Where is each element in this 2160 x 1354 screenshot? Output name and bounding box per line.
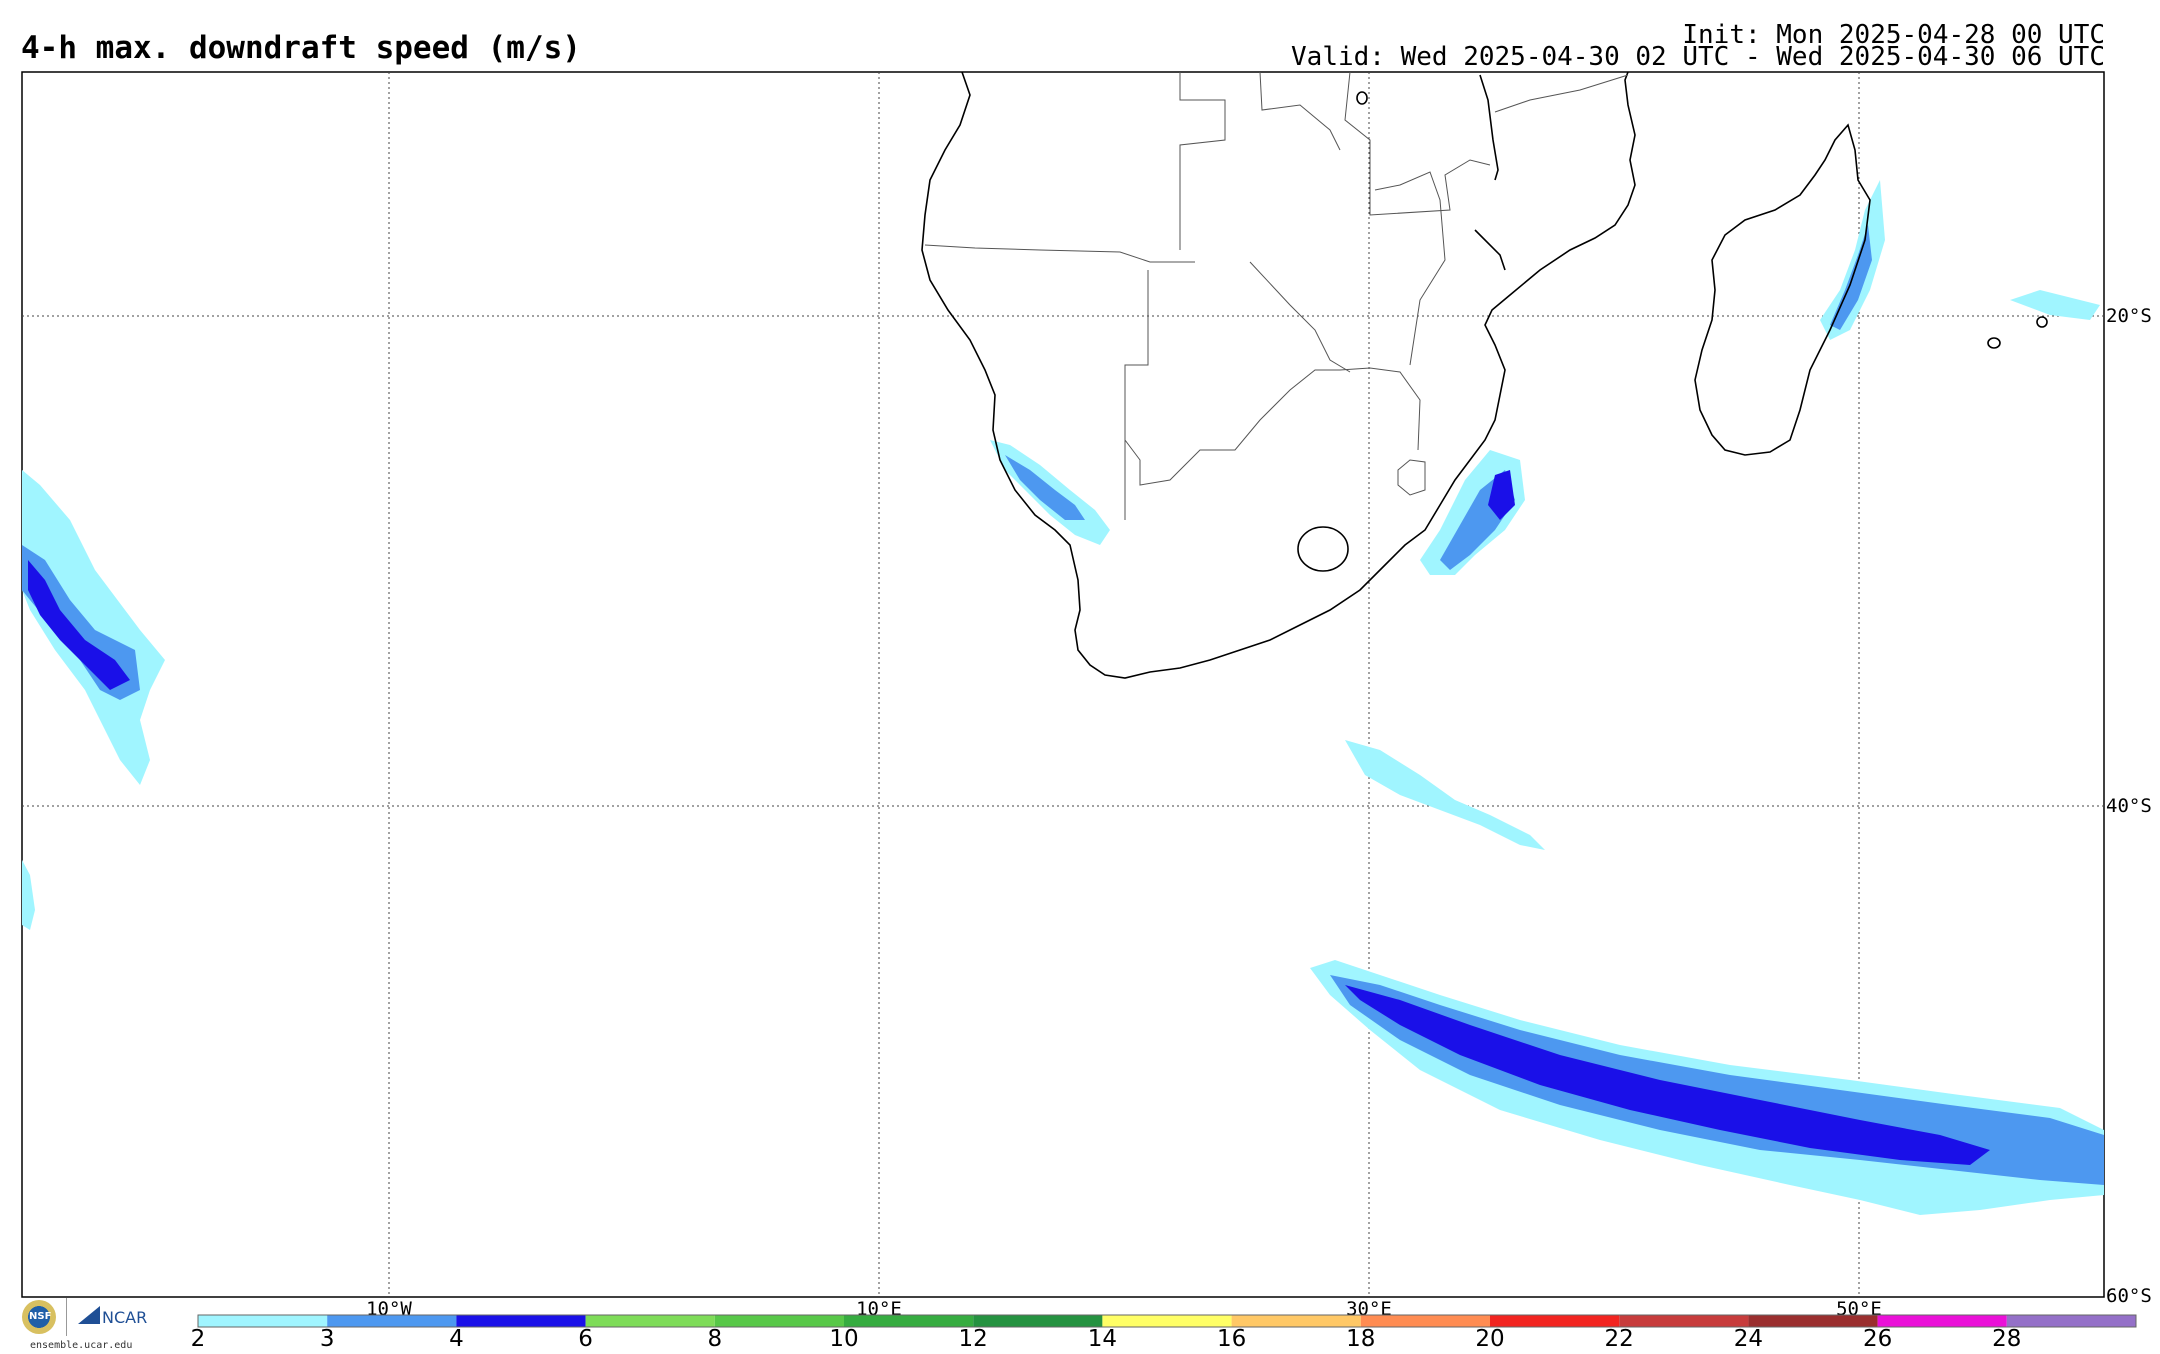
colorbar-swatch: [1231, 1315, 1361, 1327]
mauritius-island: [2036, 316, 2048, 328]
colorbar-swatch: [1360, 1315, 1490, 1327]
colorbar-swatch: [585, 1315, 715, 1327]
downdraft-natal: [1420, 450, 1525, 575]
colorbar-swatch: [456, 1315, 586, 1327]
colorbar-tick-label: 4: [449, 1326, 464, 1352]
border-namibia-botswana: [1124, 270, 1149, 520]
southern-africa-coastline: [921, 71, 1636, 679]
atlantic-light-region: [22, 470, 165, 785]
madagascar-light-region: [1820, 180, 1885, 340]
colorbar-swatch: [844, 1315, 974, 1327]
colorbar-tick-label: 10: [829, 1326, 858, 1352]
colorbar-tick-label: 26: [1863, 1326, 1892, 1352]
colorbar-tick-label: 6: [578, 1326, 593, 1352]
border-zambia-zimbabwe: [1249, 261, 1351, 373]
colorbar-swatch: [1877, 1315, 2007, 1327]
lat-label-60s: 60°S: [2106, 1285, 2152, 1307]
lesotho-outline: [1297, 526, 1349, 572]
logo-divider: [66, 1298, 67, 1336]
downdraft-east-small: [2010, 290, 2100, 320]
lat-label-40s: 40°S: [2106, 795, 2152, 817]
downdraft-southern-scattered: [1345, 740, 1545, 850]
downdraft-namibia: [990, 440, 1110, 545]
colorbar-swatch: [973, 1315, 1103, 1327]
atlantic-light-tail: [22, 860, 35, 930]
colorbar-tick-label: 8: [707, 1326, 722, 1352]
nsf-logo-text: NSF: [29, 1311, 52, 1322]
border-mozambique-malawi: [1369, 159, 1491, 216]
colorbar-tick-label: 28: [1992, 1326, 2021, 1352]
atlantic-dark-region: [28, 560, 130, 690]
valid-time: Valid: Wed 2025-04-30 02 UTC - Wed 2025-…: [1291, 42, 2105, 72]
coastlines: [921, 71, 2048, 679]
lat-label-20s: 20°S: [2106, 305, 2152, 327]
reunion-island: [1987, 337, 2001, 349]
band-dark-region: [1345, 985, 1990, 1165]
border-angola-namibia: [924, 244, 1195, 263]
colorbar-tick-label: 24: [1734, 1326, 1763, 1352]
border-zambia-malawi: [1344, 71, 1371, 190]
colorbar-tick-label: 16: [1217, 1326, 1246, 1352]
website-url[interactable]: ensemble.ucar.edu: [30, 1340, 133, 1351]
lake-victoria-small: [1356, 91, 1368, 105]
colorbar-tick-label: 14: [1088, 1326, 1117, 1352]
colorbar-swatch: [1748, 1315, 1878, 1327]
init-time: Init: Mon 2025-04-28 00 UTC: [1682, 20, 2105, 50]
colorbar-swatch: [327, 1315, 457, 1327]
madagascar-coastline: [1694, 123, 1871, 456]
colorbar-swatch: [198, 1315, 328, 1327]
border-botswana-south-africa: [1124, 367, 1421, 486]
downdraft-atlantic-west: [22, 470, 165, 930]
colorbar-tick-label: 22: [1605, 1326, 1634, 1352]
colorbar-swatch: [2006, 1315, 2136, 1327]
colorbar-tick-label: 18: [1346, 1326, 1375, 1352]
namibia-medium-region: [1005, 455, 1085, 520]
border-drc-zambia-north: [1259, 71, 1341, 151]
ncar-logo-text: NCAR: [102, 1308, 148, 1327]
colorbar: 2 3 4 6 8 10 12 14 16 18 20 22 24 26 28: [191, 1314, 2137, 1352]
ncar-logo-icon: [78, 1306, 100, 1324]
logos: NSF NCAR ensemble.ucar.edu: [22, 1298, 162, 1354]
colorbar-tick-label: 3: [320, 1326, 335, 1352]
lat-labels: 20°S 40°S 60°S: [2106, 305, 2152, 1307]
mozambique-channel-coast: [1474, 229, 1506, 271]
colorbar-tick-label: 12: [959, 1326, 988, 1352]
colorbar-tick-label: 2: [191, 1326, 206, 1352]
downdraft-southern-ocean-band: [1310, 960, 2104, 1215]
border-zambia-drc: [1179, 72, 1226, 250]
colorbar-swatch: [1619, 1315, 1749, 1327]
lake-malawi: [1479, 74, 1499, 181]
colorbar-outline: [197, 1314, 2137, 1328]
border-swaziland: [1397, 459, 1426, 496]
colorbar-swatch: [1490, 1315, 1620, 1327]
colorbar-tick-label: 20: [1475, 1326, 1504, 1352]
nsf-logo-icon: [22, 1300, 56, 1334]
border-zimbabwe-mozambique: [1374, 171, 1446, 366]
colorbar-swatch: [1102, 1315, 1232, 1327]
country-borders: [924, 71, 1629, 520]
colorbar-swatch: [714, 1315, 844, 1327]
natal-dark-region: [1488, 470, 1515, 520]
map-title: 4-h max. downdraft speed (m/s): [21, 30, 581, 66]
border-tanzania-mozambique: [1494, 74, 1629, 113]
